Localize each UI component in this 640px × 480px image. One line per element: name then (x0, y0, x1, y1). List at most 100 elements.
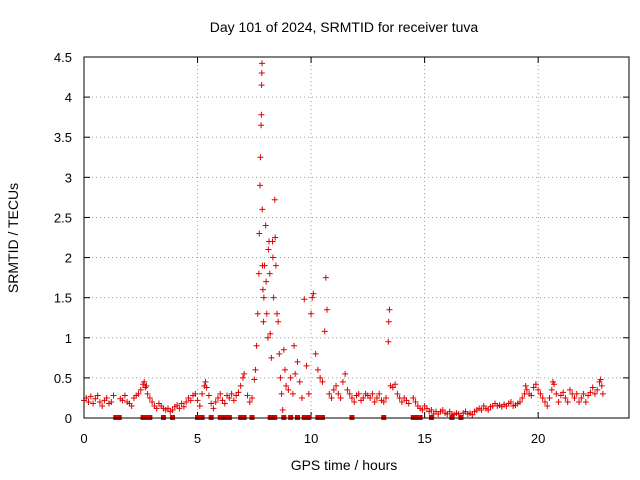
data-point (265, 246, 272, 253)
data-point (383, 394, 390, 401)
data-point (258, 122, 265, 129)
data-point (582, 398, 589, 405)
data-point (330, 386, 337, 393)
data-point (94, 392, 101, 399)
data-point (403, 397, 410, 404)
data-point (410, 394, 417, 401)
data-point (274, 310, 281, 317)
data-point (291, 342, 298, 349)
data-point (541, 398, 548, 405)
data-point (335, 390, 342, 397)
data-point (597, 376, 604, 383)
data-point (144, 390, 151, 397)
data-point (342, 370, 349, 377)
data-point (389, 384, 396, 391)
y-tick-label: 0.5 (54, 371, 72, 386)
data-point (135, 390, 142, 397)
data-point (369, 390, 376, 397)
data-point (255, 270, 262, 277)
data-point (196, 402, 203, 409)
data-point (398, 398, 405, 405)
data-point (283, 382, 290, 389)
y-tick-label: 2 (65, 251, 72, 266)
data-point (276, 350, 283, 357)
data-point (187, 397, 194, 404)
data-point (264, 334, 271, 341)
data-point (253, 342, 260, 349)
data-point (103, 394, 110, 401)
data-point (539, 394, 546, 401)
data-point (439, 406, 446, 413)
data-point (535, 386, 542, 393)
data-point (380, 398, 387, 405)
data-point (346, 390, 353, 397)
data-point (392, 381, 399, 388)
data-point (259, 60, 266, 67)
data-point (562, 394, 569, 401)
data-point (261, 262, 268, 269)
data-point (252, 366, 259, 373)
data-point (272, 262, 279, 269)
data-point (96, 398, 103, 405)
data-point (194, 397, 201, 404)
y-tick-label: 2.5 (54, 210, 72, 225)
data-point (99, 402, 106, 409)
data-point (192, 390, 199, 397)
data-point (266, 270, 273, 277)
y-tick-label: 4.5 (54, 50, 72, 65)
data-point (268, 354, 275, 361)
data-point (321, 328, 328, 335)
data-point (385, 338, 392, 345)
data-point (214, 394, 221, 401)
data-point (385, 318, 392, 325)
data-point (128, 402, 135, 409)
data-point (585, 392, 592, 399)
data-point (566, 386, 573, 393)
data-point (314, 366, 321, 373)
data-point (257, 154, 264, 161)
data-point (528, 392, 535, 399)
data-point (165, 405, 172, 412)
data-point (303, 362, 310, 369)
data-point (312, 350, 319, 357)
data-point (249, 394, 256, 401)
data-point (178, 400, 185, 407)
data-point (251, 376, 258, 383)
data-point (259, 286, 266, 293)
data-point (235, 389, 242, 396)
data-point (412, 398, 419, 405)
data-point (308, 310, 315, 317)
data-point (351, 398, 358, 405)
data-point (537, 390, 544, 397)
data-point (469, 411, 476, 418)
data-point (571, 394, 578, 401)
data-point (267, 330, 274, 337)
data-point (564, 398, 571, 405)
data-point (263, 278, 270, 285)
data-point (326, 390, 333, 397)
data-point (230, 397, 237, 404)
data-point (287, 374, 294, 381)
chart-title: Day 101 of 2024, SRMTID for receiver tuv… (210, 19, 479, 35)
data-point (259, 206, 266, 213)
data-point (244, 392, 251, 399)
data-point (328, 394, 335, 401)
data-point (419, 406, 426, 413)
data-point (309, 294, 316, 301)
data-point (87, 393, 94, 400)
data-point (169, 406, 176, 413)
data-point (355, 390, 362, 397)
data-point (594, 386, 601, 393)
data-point (337, 394, 344, 401)
data-point (591, 390, 598, 397)
x-tick-label: 10 (304, 431, 318, 446)
data-point (428, 406, 435, 413)
data-point (278, 390, 285, 397)
data-point (149, 398, 156, 405)
data-point (339, 378, 346, 385)
data-point (322, 274, 329, 281)
data-point (254, 310, 261, 317)
data-point (277, 374, 284, 381)
data-point (281, 366, 288, 373)
